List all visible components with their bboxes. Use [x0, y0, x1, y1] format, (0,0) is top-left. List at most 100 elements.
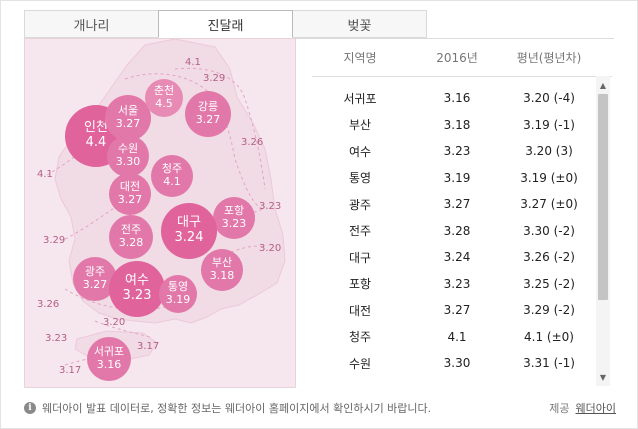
cell-region: 수원 — [348, 356, 372, 371]
bubble-city: 청주 — [161, 162, 183, 176]
bubble-city: 포항 — [223, 204, 245, 218]
table-scrollbar[interactable]: ▲ ▼ — [596, 76, 610, 386]
provider-label: 제공 — [549, 402, 570, 415]
bubble-city: 춘천 — [153, 84, 175, 98]
table-row: 수원 3.30 3.31 (-1) — [312, 350, 596, 377]
bubble-seoul[interactable]: 서울 3.27 — [105, 95, 151, 141]
table-body[interactable]: 서귀포 3.16 3.20 (-4) 부산 3.18 3.19 (-1) 여수 … — [312, 85, 596, 383]
bubble-chuncheon[interactable]: 춘천 4.5 — [145, 79, 183, 117]
cell-2016: 3.30 — [443, 356, 471, 371]
table-row: 부산 3.18 3.19 (-1) — [312, 112, 596, 139]
cell-region: 서귀포 — [343, 91, 377, 106]
bubble-city: 통영 — [167, 280, 189, 294]
contour-line — [64, 203, 121, 240]
bubble-value: 3.28 — [118, 236, 144, 249]
cell-2016: 3.16 — [443, 91, 471, 106]
bubble-value: 3.16 — [96, 358, 122, 371]
bubble-city: 수원 — [117, 142, 139, 156]
contour-label: 3.23 — [259, 201, 282, 212]
contour-label: 4.1 — [185, 57, 201, 68]
bubble-value: 3.27 — [115, 117, 141, 130]
cell-region: 포항 — [348, 277, 372, 292]
cell-normal: 3.26 (-2) — [523, 250, 575, 265]
bubble-yeosu[interactable]: 여수 3.23 — [109, 261, 165, 317]
tab-forsythia[interactable]: 개나리 — [24, 10, 159, 38]
cell-2016: 3.19 — [443, 170, 471, 185]
table-header: 지역명 2016년 평년(평년차) — [312, 39, 612, 77]
flower-tabs: 개나리 진달래 벚꽃 — [24, 10, 427, 38]
bubble-value: 4.1 — [163, 175, 181, 188]
cell-normal: 3.25 (-2) — [523, 276, 575, 291]
contour-label: 3.20 — [103, 317, 126, 328]
bubble-seogwipo[interactable]: 서귀포 3.16 — [87, 337, 131, 381]
scroll-thumb[interactable] — [598, 94, 608, 300]
bubble-value: 3.27 — [195, 113, 221, 126]
table-row: 서귀포 3.16 3.20 (-4) — [312, 85, 596, 112]
scroll-up-arrow-icon[interactable]: ▲ — [599, 80, 607, 90]
cell-2016: 3.23 — [443, 144, 471, 159]
header-2016: 2016년 — [436, 51, 478, 65]
bubble-daegu[interactable]: 대구 3.24 — [161, 203, 217, 259]
cell-region: 전주 — [348, 224, 372, 239]
cell-2016: 3.23 — [443, 276, 471, 291]
cell-2016: 3.28 — [443, 223, 471, 238]
bubble-city: 서귀포 — [93, 345, 125, 359]
table-row: 광주 3.27 3.27 (±0) — [312, 191, 596, 218]
info-icon: i — [24, 402, 36, 414]
cell-region: 대전 — [348, 303, 372, 318]
table-row: 전주 3.28 3.30 (-2) — [312, 218, 596, 245]
cell-region: 부산 — [348, 118, 372, 133]
bubble-city: 전주 — [120, 223, 142, 237]
table-row: 대구 3.24 3.26 (-2) — [312, 244, 596, 271]
contour-label: 3.26 — [37, 299, 60, 310]
cell-normal: 3.20 (3) — [525, 144, 573, 159]
provider-link[interactable]: 웨더아이 — [575, 402, 616, 415]
bubble-city: 여수 — [125, 273, 149, 289]
contour-label: 3.26 — [241, 137, 264, 148]
tab-azalea[interactable]: 진달래 — [158, 10, 293, 38]
cell-normal: 3.27 (±0) — [520, 197, 578, 212]
bubble-daejeon[interactable]: 대전 3.27 — [109, 173, 151, 215]
contour-line — [224, 245, 264, 255]
cell-normal: 3.29 (-2) — [523, 303, 575, 318]
bubble-value: 3.30 — [115, 155, 141, 168]
bubble-gangneung[interactable]: 강릉 3.27 — [185, 91, 231, 137]
bubble-city: 인천 — [84, 120, 108, 136]
header-normal: 평년(평년차) — [516, 51, 582, 65]
contour-label: 3.17 — [137, 341, 160, 352]
bubble-city: 대구 — [177, 215, 201, 231]
cell-region: 통영 — [348, 171, 372, 186]
bubble-value: 4.5 — [155, 97, 173, 110]
tab-cherry-blossom[interactable]: 벚꽃 — [292, 10, 427, 38]
bubble-jeonju[interactable]: 전주 3.28 — [109, 215, 153, 259]
bubble-city: 강릉 — [197, 100, 219, 114]
contour-line — [174, 67, 266, 190]
scroll-down-arrow-icon[interactable]: ▼ — [599, 372, 607, 382]
table-row: 포항 3.23 3.25 (-2) — [312, 271, 596, 298]
bubble-pohang[interactable]: 포항 3.23 — [213, 197, 255, 239]
contour-label: 4.1 — [37, 169, 53, 180]
contour-line — [64, 288, 186, 311]
cell-2016: 3.18 — [443, 117, 471, 132]
bubble-suwon[interactable]: 수원 3.30 — [107, 135, 149, 177]
bubble-tongyeong[interactable]: 통영 3.19 — [159, 275, 197, 313]
bloom-map: 인천 4.4 서울 3.27 춘천 4.5 강릉 3.27 수원 3.30 청주… — [24, 38, 296, 388]
cell-2016: 3.24 — [443, 250, 471, 265]
bubble-value: 3.24 — [174, 230, 204, 245]
cell-region: 대구 — [348, 250, 372, 265]
contour-label: 3.29 — [43, 235, 66, 246]
bubble-value: 3.27 — [82, 278, 108, 291]
footer-notice: 웨더아이 발표 데이터로, 정확한 정보는 웨더아이 홈페이지에서 확인하시기 … — [42, 402, 432, 415]
cell-region: 여수 — [348, 144, 372, 159]
bubble-value: 4.4 — [85, 135, 107, 150]
contour-label: 3.20 — [259, 243, 282, 254]
bubble-city: 대전 — [119, 180, 141, 194]
bubble-busan[interactable]: 부산 3.18 — [201, 249, 243, 291]
bubble-cheongju[interactable]: 청주 4.1 — [151, 155, 193, 197]
bubble-value: 3.23 — [221, 217, 247, 230]
contour-label: 3.29 — [203, 73, 226, 84]
footer: i 웨더아이 발표 데이터로, 정확한 정보는 웨더아이 홈페이지에서 확인하시… — [24, 396, 616, 420]
cell-normal: 3.19 (±0) — [520, 170, 578, 185]
cell-normal: 3.31 (-1) — [523, 356, 575, 371]
bubble-value: 3.23 — [122, 288, 152, 303]
